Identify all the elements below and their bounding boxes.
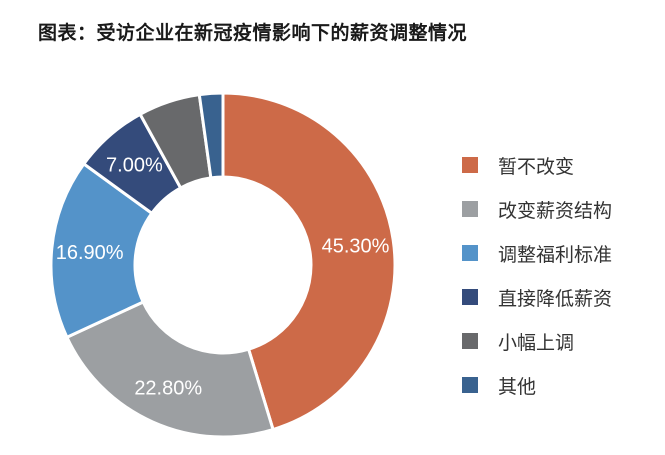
donut-slice	[49, 161, 154, 340]
slice-value-label: 7.00%	[106, 154, 163, 176]
legend-label: 直接降低薪资	[498, 287, 613, 310]
legend-label: 调整福利标准	[498, 243, 613, 266]
legend-swatch-icon	[462, 157, 478, 173]
legend-swatch-icon	[462, 201, 478, 217]
legend-swatch-icon	[462, 333, 478, 349]
slice-value-label: 22.80%	[134, 377, 202, 399]
legend-item: 调整福利标准	[462, 231, 612, 275]
legend-label: 暂不改变	[498, 155, 575, 178]
legend-item: 小幅上调	[462, 319, 612, 363]
legend-label: 改变薪资结构	[498, 199, 613, 222]
donut-slice	[64, 299, 275, 439]
donut-slice	[197, 91, 225, 180]
legend-item: 暂不改变	[462, 143, 612, 187]
legend-swatch-icon	[462, 289, 478, 305]
slice-value-label: 45.30%	[322, 235, 390, 257]
legend-swatch-icon	[462, 377, 478, 393]
legend: 暂不改变 改变薪资结构 调整福利标准 直接降低薪资 小幅上调 其他	[462, 143, 612, 407]
legend-item: 改变薪资结构	[462, 187, 612, 231]
legend-item: 其他	[462, 363, 612, 407]
legend-swatch-icon	[462, 245, 478, 261]
slice-value-label: 16.90%	[56, 242, 124, 264]
chart-title: 图表：受访企业在新冠疫情影响下的薪资调整情况	[38, 22, 468, 44]
legend-label: 小幅上调	[498, 331, 575, 354]
legend-item: 直接降低薪资	[462, 275, 612, 319]
donut-slice	[221, 91, 397, 432]
legend-label: 其他	[498, 375, 537, 398]
